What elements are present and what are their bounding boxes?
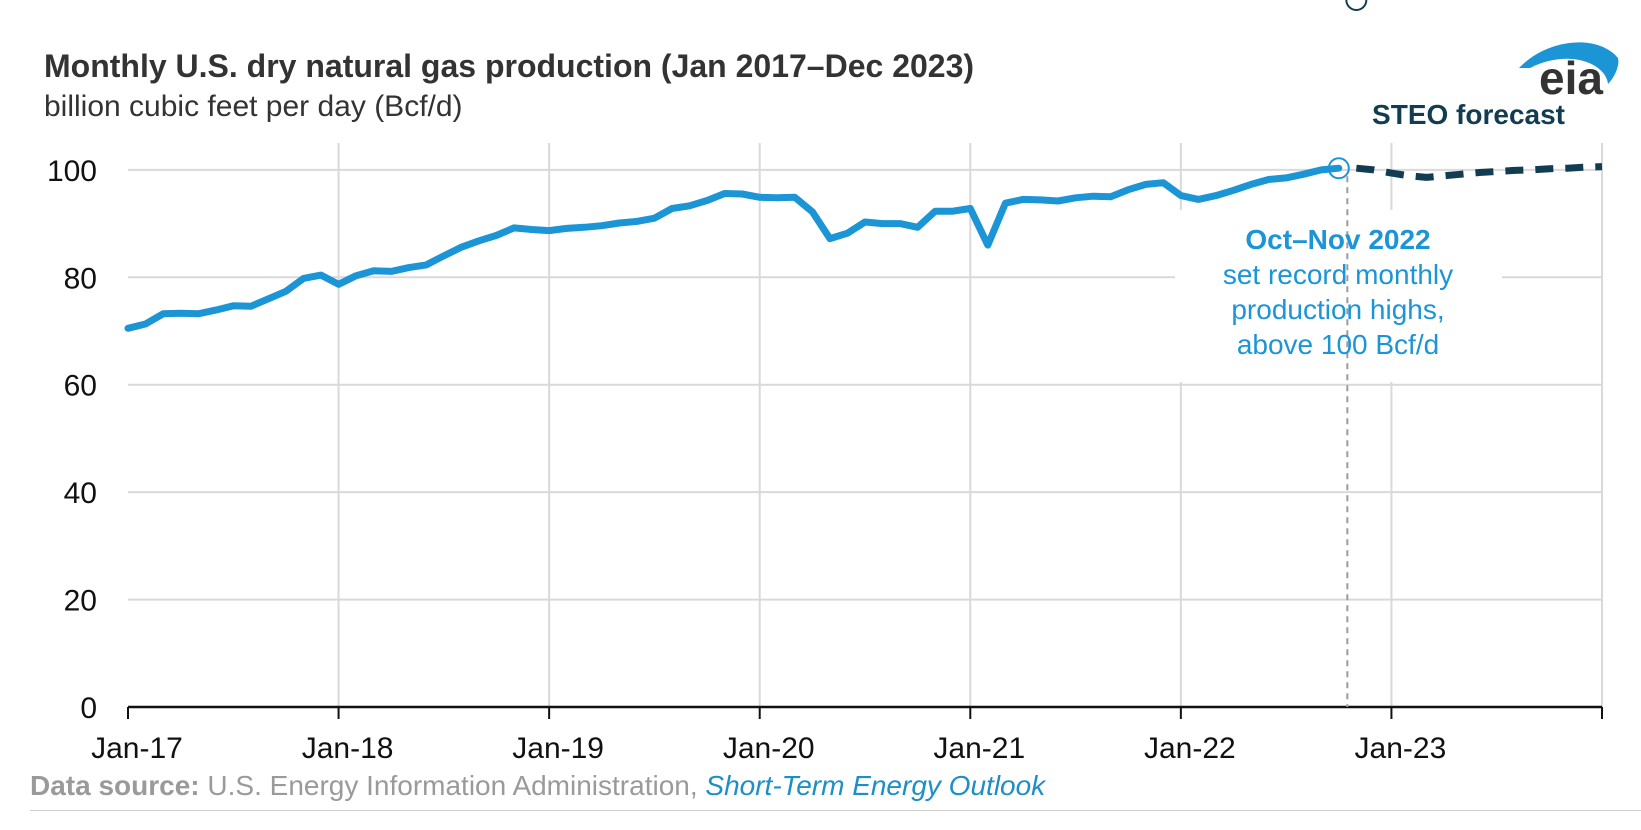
y-tick-label: 20 — [64, 585, 97, 618]
annotation-heading: Oct–Nov 2022 — [1245, 224, 1430, 255]
annotation-line-2: production highs, — [1231, 294, 1444, 325]
x-tick-label: Jan-23 — [1355, 732, 1447, 765]
record-marker-nov-2022 — [1345, 0, 1368, 11]
series-lines — [124, 163, 1603, 332]
data-source-label: Data source: — [30, 770, 200, 801]
footer-divider — [30, 810, 1641, 811]
y-tick-label: 100 — [47, 155, 97, 188]
y-tick-label: 80 — [64, 262, 97, 295]
axes — [127, 705, 1603, 719]
x-tick-label: Jan-17 — [91, 732, 183, 765]
x-tick-label: Jan-18 — [302, 732, 394, 765]
tick-labels: Jan-17 Jan-18 Jan-19 Jan-20 Jan-21 Jan-22 Jan-… — [47, 155, 1446, 765]
x-tick-label: Jan-21 — [933, 732, 1025, 765]
x-tick-label: Jan-20 — [723, 732, 815, 765]
y-tick-label: 60 — [64, 370, 97, 403]
eia-logo: eia — [1519, 42, 1619, 104]
record-marker-oct-2022 — [1327, 157, 1350, 180]
annotation-line-1: set record monthly — [1223, 259, 1453, 290]
chart-subtitle: billion cubic feet per day (Bcf/d) — [44, 90, 463, 123]
x-tick-label: Jan-19 — [512, 732, 604, 765]
series-line-historical — [124, 164, 1343, 332]
series-line-forecast — [1355, 163, 1603, 181]
chart-title: Monthly U.S. dry natural gas production … — [44, 48, 975, 84]
annotation-line-3: above 100 Bcf/d — [1237, 329, 1439, 360]
data-source-publication-link[interactable]: Short-Term Energy Outlook — [705, 770, 1046, 801]
forecast-label: STEO forecast — [1372, 99, 1565, 130]
y-tick-label: 40 — [64, 477, 97, 510]
eia-logo-text: eia — [1539, 52, 1603, 104]
eia-logo-swoosh-icon — [1519, 42, 1619, 84]
data-source-text: U.S. Energy Information Administration, — [199, 770, 706, 801]
x-tick-label: Jan-22 — [1144, 732, 1236, 765]
data-source: Data source: U.S. Energy Information Adm… — [30, 770, 1045, 802]
y-tick-label: 0 — [80, 692, 97, 725]
annotation-box — [1175, 210, 1502, 382]
